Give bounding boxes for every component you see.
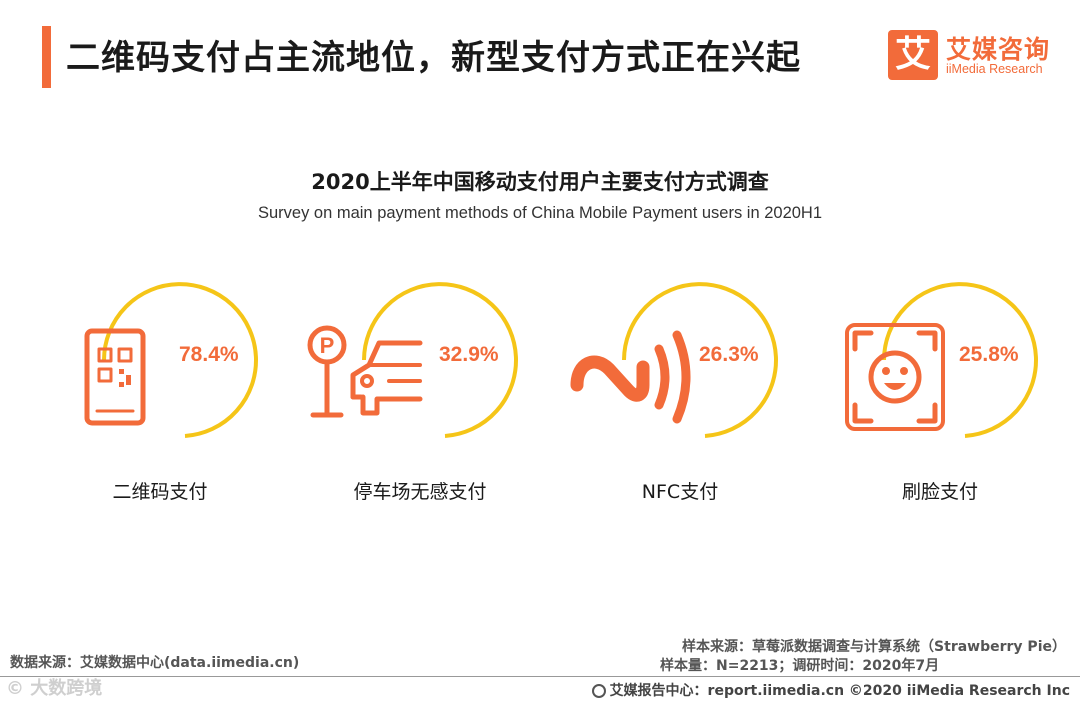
value-label: 78.4% [179,343,239,366]
value-label: 32.9% [439,343,499,366]
value-label: 26.3% [699,343,759,366]
data-source: 数据来源：艾媒数据中心(data.iimedia.cn) [10,655,300,671]
report-center-footer: 艾媒报告中心：report.iimedia.cn ©2020 iiMedia R… [591,680,1070,700]
chart-item: P 32.9% 停车场无感支付 [307,282,518,503]
footer-divider [0,676,1080,677]
page-title: 二维码支付占主流地位，新型支付方式正在兴起 [66,38,801,78]
value-arc [622,282,778,438]
nfc-icon [570,330,691,424]
category-label: 刷脸支付 [902,481,978,503]
globe-icon [591,684,606,698]
chart-item: 78.4% 二维码支付 [84,282,258,503]
report-center-text: 艾媒报告中心：report.iimedia.cn ©2020 iiMedia R… [609,683,1070,699]
category-label: NFC支付 [642,481,718,503]
chart-subtitle: Survey on main payment methods of China … [257,204,823,222]
qr-phone-icon [84,328,146,426]
chart-title: 2020上半年中国移动支付用户主要支付方式调查 [311,170,769,194]
logo-mark: 艾 [888,30,938,80]
iimedia-logo: 艾 艾媒咨询 iiMedia Research [888,30,1068,80]
sample-source: 样本来源：草莓派数据调查与计算系统（Strawberry Pie） [682,639,1066,655]
logo-name-en: iiMedia Research [946,62,1043,76]
logo-name-cn: 艾媒咨询 [946,35,1051,64]
value-label: 25.8% [959,343,1019,366]
category-label: 二维码支付 [112,481,207,503]
parking-car-icon: P [307,325,423,418]
value-arc [102,282,258,438]
svg-text:P: P [320,333,335,358]
value-arc [882,282,1038,438]
face-scan-icon [845,323,945,431]
chart-item: 26.3% NFC支付 [570,282,778,503]
watermark: © 大数跨境 [6,678,103,699]
title-accent-bar [42,26,51,88]
sample-size: 样本量：N=2213；调研时间：2020年7月 [660,658,940,674]
chart-item: 25.8% 刷脸支付 [845,282,1038,503]
payment-methods-chart: 78.4% 二维码支付 P 32.9% 停车场无感支付 26.3% NFC支付 25.8% 刷脸… [84,282,1038,503]
category-label: 停车场无感支付 [353,481,486,503]
value-arc [362,282,518,438]
